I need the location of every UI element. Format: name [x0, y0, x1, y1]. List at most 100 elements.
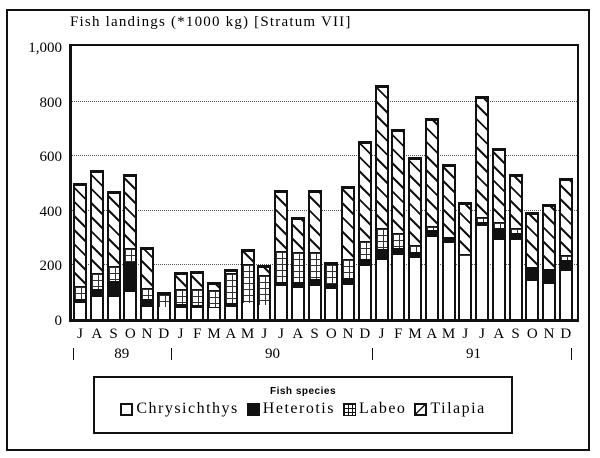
bar-segment-heterotis	[75, 298, 85, 303]
bar-segment-tilapia	[125, 175, 136, 249]
bar-segment-labeo	[108, 265, 119, 281]
x-tick-label: J	[479, 326, 485, 342]
bar-segment-chrysichthys	[443, 242, 454, 319]
bar-segment-heterotis	[142, 298, 152, 307]
legend-label: Chrysichthys	[136, 400, 239, 417]
bar-segment-labeo	[158, 294, 169, 307]
gridline	[72, 100, 577, 102]
chart-frame	[6, 9, 590, 451]
bar-segment-tilapia	[510, 175, 521, 228]
bar-segment-heterotis	[393, 248, 404, 255]
bar-segment-tilapia	[493, 149, 504, 223]
bar-segment-heterotis	[326, 283, 337, 289]
bar-segment-chrysichthys	[493, 239, 504, 319]
bar-segment-labeo	[343, 258, 353, 279]
bar-segment-heterotis	[493, 227, 504, 240]
bar-segment-tilapia	[477, 97, 487, 217]
y-tick-label: 800	[39, 94, 63, 111]
bar-segment-tilapia	[544, 205, 554, 269]
stacked-bar	[408, 157, 422, 319]
legend-label: Labeo	[358, 400, 407, 417]
bar-segment-chrysichthys	[460, 256, 471, 319]
bar-segment-chrysichthys	[343, 284, 353, 319]
x-tick-label: D	[560, 326, 572, 342]
stacked-bar	[156, 292, 171, 319]
bar-segment-tilapia	[527, 213, 538, 268]
x-tick-label: A	[292, 326, 304, 342]
bar-segment-chrysichthys	[259, 305, 270, 319]
x-tick-label: N	[543, 326, 555, 342]
year-separator	[170, 348, 172, 360]
year-separator	[73, 348, 74, 360]
bar-segment-chrysichthys	[510, 239, 521, 319]
bar-segment-labeo	[560, 254, 571, 261]
y-tick-label: 200	[39, 258, 63, 275]
bar-segment-heterotis	[410, 252, 420, 258]
bar-segment-tilapia	[560, 179, 571, 255]
stacked-bar	[257, 265, 272, 319]
bar-segment-labeo	[393, 233, 404, 249]
bar-segment-labeo	[209, 290, 219, 307]
stacked-bar	[525, 211, 540, 319]
bar-segment-chrysichthys	[326, 288, 337, 319]
x-tick-label: J	[77, 326, 83, 342]
grid-swatch-icon	[342, 402, 356, 416]
bar-segment-heterotis	[276, 282, 286, 287]
bar-segment-tilapia	[426, 119, 437, 227]
bar-segment-chrysichthys	[158, 306, 169, 319]
stacked-bar	[324, 262, 339, 319]
bar-segment-heterotis	[225, 302, 236, 307]
bar-segment-heterotis	[426, 230, 437, 238]
stacked-bar	[106, 191, 121, 319]
bar-segment-chrysichthys	[209, 308, 219, 319]
x-tick-label: F	[193, 326, 202, 342]
bar-segment-heterotis	[359, 258, 370, 266]
white-swatch-icon	[120, 402, 134, 416]
bar-segment-tilapia	[242, 250, 253, 265]
stacked-bar	[307, 190, 322, 319]
bar-segment-chrysichthys	[426, 237, 437, 319]
bar-segment-labeo	[125, 248, 136, 262]
bar-segment-chrysichthys	[91, 297, 102, 319]
x-tick-label: N	[342, 326, 354, 342]
year-separator	[371, 348, 373, 360]
bar-segment-tilapia	[460, 204, 471, 254]
bar-segment-labeo	[426, 226, 437, 231]
stacked-bar	[173, 271, 188, 319]
bar-segment-chrysichthys	[142, 306, 152, 319]
bar-segment-labeo	[443, 237, 454, 239]
bar-segment-chrysichthys	[108, 297, 119, 319]
bar-segment-chrysichthys	[309, 286, 320, 319]
bar-segment-chrysichthys	[410, 257, 420, 319]
bar-segment-tilapia	[376, 86, 387, 228]
bar-segment-chrysichthys	[376, 260, 387, 319]
legend-item-chrysichthys: Chrysichthys	[120, 400, 238, 418]
stacked-bar	[341, 185, 355, 319]
stacked-bar	[542, 203, 556, 319]
stacked-bar	[508, 173, 523, 319]
y-tick-label: 600	[39, 149, 63, 166]
stacked-bar	[441, 164, 456, 319]
year-label: 91	[466, 346, 481, 362]
bar-segment-heterotis	[192, 305, 203, 309]
bar-segment-heterotis	[376, 249, 387, 261]
stacked-bar	[89, 169, 104, 319]
bar-segment-tilapia	[108, 193, 119, 266]
bar-segment-labeo	[225, 272, 236, 303]
bar-segment-labeo	[192, 289, 203, 306]
bar-segment-labeo	[359, 241, 370, 259]
x-tick-label: O	[325, 326, 337, 342]
bar-segment-labeo	[242, 264, 253, 303]
x-tick-label: O	[124, 326, 136, 342]
x-tick-label: S	[109, 326, 118, 342]
stacked-bar	[73, 183, 87, 319]
bar-segment-chrysichthys	[192, 308, 203, 319]
stacked-bar	[357, 140, 372, 319]
bar-segment-heterotis	[477, 222, 487, 227]
bar-segment-labeo	[460, 253, 471, 257]
bar-segment-chrysichthys	[393, 254, 404, 319]
x-tick-label: O	[526, 326, 538, 342]
bar-segment-tilapia	[309, 192, 320, 253]
stacked-bar	[458, 202, 473, 319]
legend-label: Tilapia	[430, 400, 486, 417]
